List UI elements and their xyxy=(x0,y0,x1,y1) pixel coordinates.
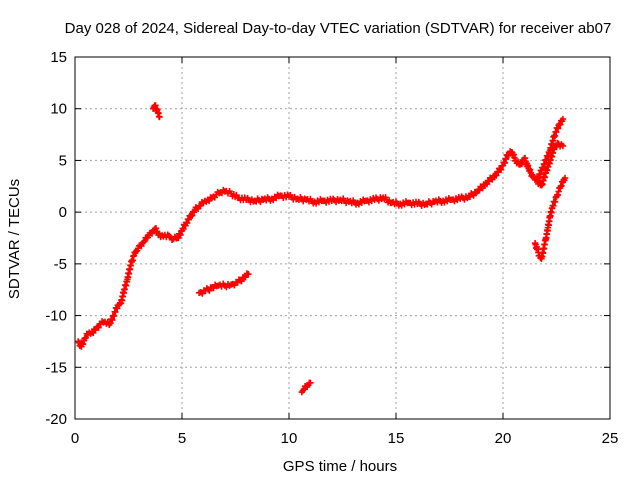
data-point-fill-main-arc xyxy=(497,166,505,173)
data-point-fill-main-arc xyxy=(95,324,102,331)
y-tick-label: -5 xyxy=(54,256,67,273)
y-tick-label: -15 xyxy=(45,359,67,376)
y-tick-label: 0 xyxy=(59,204,67,221)
data-point-fragment-near-10-tecu xyxy=(156,113,163,121)
y-tick-label: -10 xyxy=(45,308,67,325)
data-point-fill-main-arc xyxy=(185,216,193,223)
data-point-fill-main-arc xyxy=(489,176,496,183)
data-point-fill-main-arc xyxy=(140,238,147,246)
plot-frame xyxy=(74,56,611,420)
x-tick-label: 15 xyxy=(388,430,405,447)
data-point-fragment-near-17-tecu xyxy=(307,379,314,386)
x-tick-label: 5 xyxy=(178,430,186,447)
x-axis-label: GPS time / hours xyxy=(283,458,397,475)
data-point-fill-upper-branch xyxy=(557,121,564,128)
data-point-lower-rising-branch xyxy=(561,174,569,182)
y-tick-label: 15 xyxy=(50,49,67,66)
y-tick-label: 5 xyxy=(59,152,67,169)
x-tick-label: 20 xyxy=(495,430,512,447)
y-tick-label: 10 xyxy=(50,101,67,118)
data-point-upper-branch xyxy=(559,115,567,123)
data-point-fill-lower-mid-arc xyxy=(238,277,245,285)
data-point-fill-lower-mid-arc xyxy=(199,290,206,297)
y-tick-label: -20 xyxy=(45,411,67,428)
data-points xyxy=(75,102,569,396)
data-point-lower-mid-arc xyxy=(245,271,252,278)
data-point-fill-main-arc xyxy=(189,212,196,219)
data-point-fill-lower-mid-arc xyxy=(231,282,238,289)
data-point-fill-lower-mid-arc xyxy=(210,284,217,292)
data-point-main-arc xyxy=(559,142,567,150)
x-tick-label: 25 xyxy=(602,430,619,447)
data-point-fill-main-arc xyxy=(183,219,191,227)
chart-title: Day 028 of 2024, Sidereal Day-to-day VTE… xyxy=(65,20,612,37)
x-tick-label: 10 xyxy=(281,430,298,447)
data-point-fill-main-arc xyxy=(82,334,89,342)
x-tick-label: 0 xyxy=(71,430,79,447)
axis-tick-labels: 0 5 10 15 20 25 -20 -15 -10 -5 0 5 10 15 xyxy=(45,49,618,447)
data-point-fill-fragment-near-10-tecu xyxy=(152,102,159,109)
y-axis-label: SDTVAR / TECUs xyxy=(6,179,23,299)
